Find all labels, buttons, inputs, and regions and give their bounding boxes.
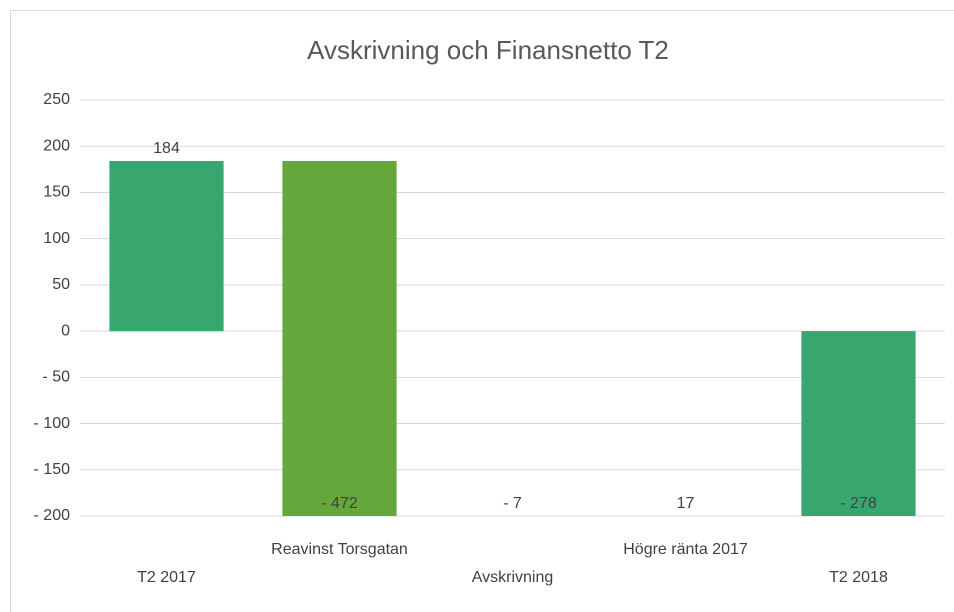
y-tick-label: 200 <box>43 137 70 154</box>
data-label: 184 <box>153 140 180 157</box>
x-tick-label: Högre ränta 2017 <box>623 541 748 558</box>
y-tick-label: 100 <box>43 230 70 247</box>
x-tick-label: T2 2018 <box>829 569 888 586</box>
data-label: - 7 <box>503 495 522 512</box>
x-tick-label: T2 2017 <box>137 569 196 586</box>
chart-title: Avskrivning och Finansnetto T2 <box>307 35 669 65</box>
y-tick-label: - 100 <box>34 415 71 432</box>
data-label: - 472 <box>321 495 358 512</box>
y-tick-label: 250 <box>43 91 70 108</box>
y-tick-label: - 50 <box>42 369 70 386</box>
x-tick-label: Reavinst Torsgatan <box>271 541 408 558</box>
y-tick-label: 50 <box>52 276 70 293</box>
y-tick-label: 150 <box>43 184 70 201</box>
bar <box>109 161 224 332</box>
y-tick-label: 0 <box>61 322 70 339</box>
data-label: 17 <box>677 495 695 512</box>
bar <box>282 161 397 516</box>
data-label: - 278 <box>840 495 877 512</box>
y-tick-label: - 150 <box>34 461 71 478</box>
y-tick-label: - 200 <box>34 507 71 524</box>
x-tick-label: Avskrivning <box>472 569 554 586</box>
bar <box>801 331 916 516</box>
